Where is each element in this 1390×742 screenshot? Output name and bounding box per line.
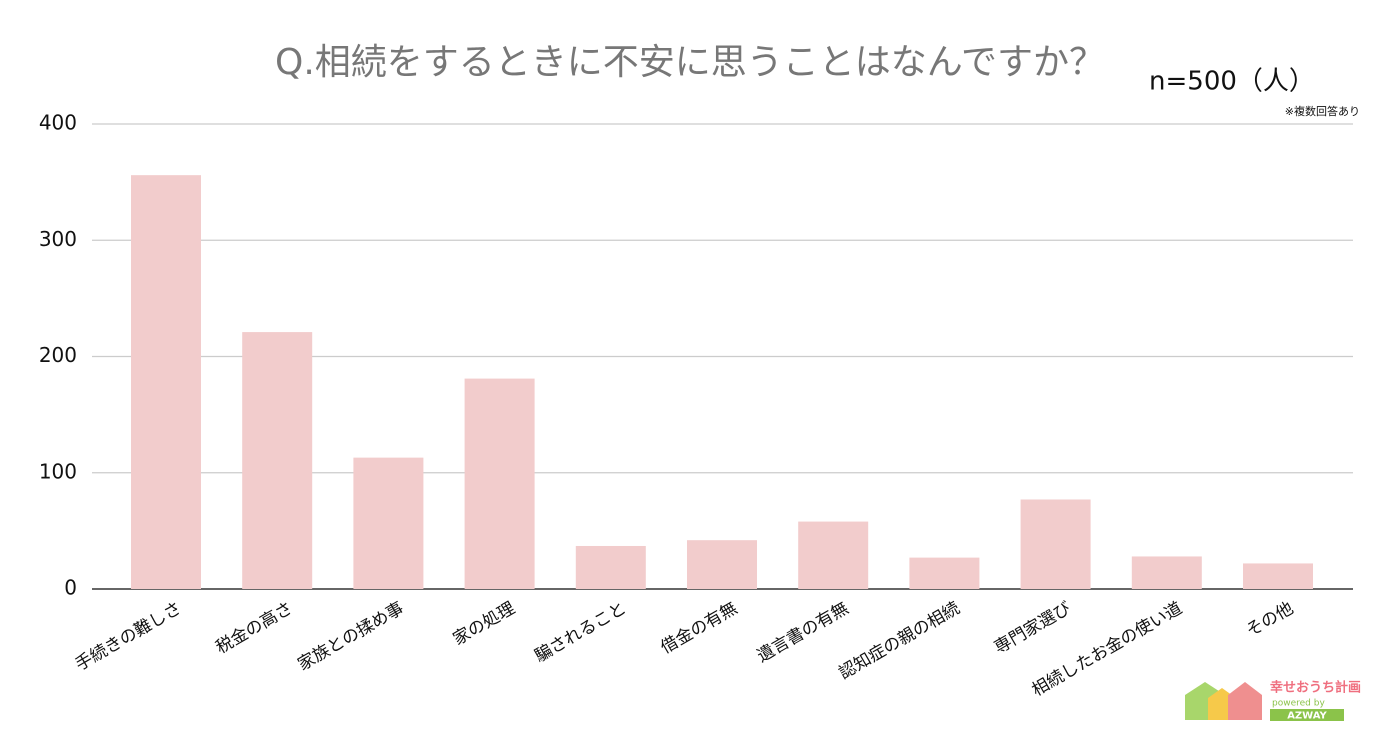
y-tick-label: 0 — [64, 576, 77, 600]
y-tick-label: 300 — [39, 227, 77, 251]
bar — [1131, 556, 1202, 589]
bar — [131, 175, 201, 589]
chart-title: Q.相続をするときに不安に思うことはなんですか？ — [275, 42, 1105, 83]
bar — [909, 557, 980, 589]
y-tick-label: 400 — [39, 111, 77, 135]
x-tick-label: 借金の有無 — [657, 598, 741, 658]
logo: 幸せおうち計画 powered by AZWAY — [1185, 680, 1361, 722]
logo-brand: AZWAY — [1287, 711, 1327, 722]
x-tick-label: 遺言書の有無 — [754, 598, 852, 666]
bar — [353, 457, 424, 589]
chart-subtitle: n=500（人） — [1149, 67, 1315, 97]
logo-house — [1228, 682, 1262, 720]
x-tick-label: 騙されること — [531, 598, 629, 666]
x-tick-label: 家の処理 — [450, 598, 519, 649]
chart-note: ※複数回答あり — [1285, 104, 1360, 118]
bar — [798, 521, 869, 589]
x-tick-label: その他 — [1243, 598, 1297, 641]
y-tick-label: 100 — [39, 459, 77, 483]
x-tick-label: 認知症の親の相続 — [836, 598, 964, 683]
bar — [464, 378, 535, 589]
bar — [575, 545, 646, 589]
bar — [687, 540, 757, 589]
x-tick-label: 専門家選び — [991, 598, 1075, 658]
x-tick-label: 家族との揉め事 — [294, 598, 407, 675]
y-tick-label: 200 — [39, 343, 77, 367]
logo-band — [1270, 709, 1344, 721]
logo-name: 幸せおうち計画 — [1270, 680, 1361, 696]
bar — [1020, 499, 1091, 589]
x-tick-label: 手続きの難しさ — [72, 598, 185, 675]
logo-tagline: powered by — [1272, 699, 1325, 709]
bar — [1243, 563, 1313, 589]
bar — [242, 332, 313, 589]
x-tick-label: 税金の高さ — [213, 598, 297, 658]
